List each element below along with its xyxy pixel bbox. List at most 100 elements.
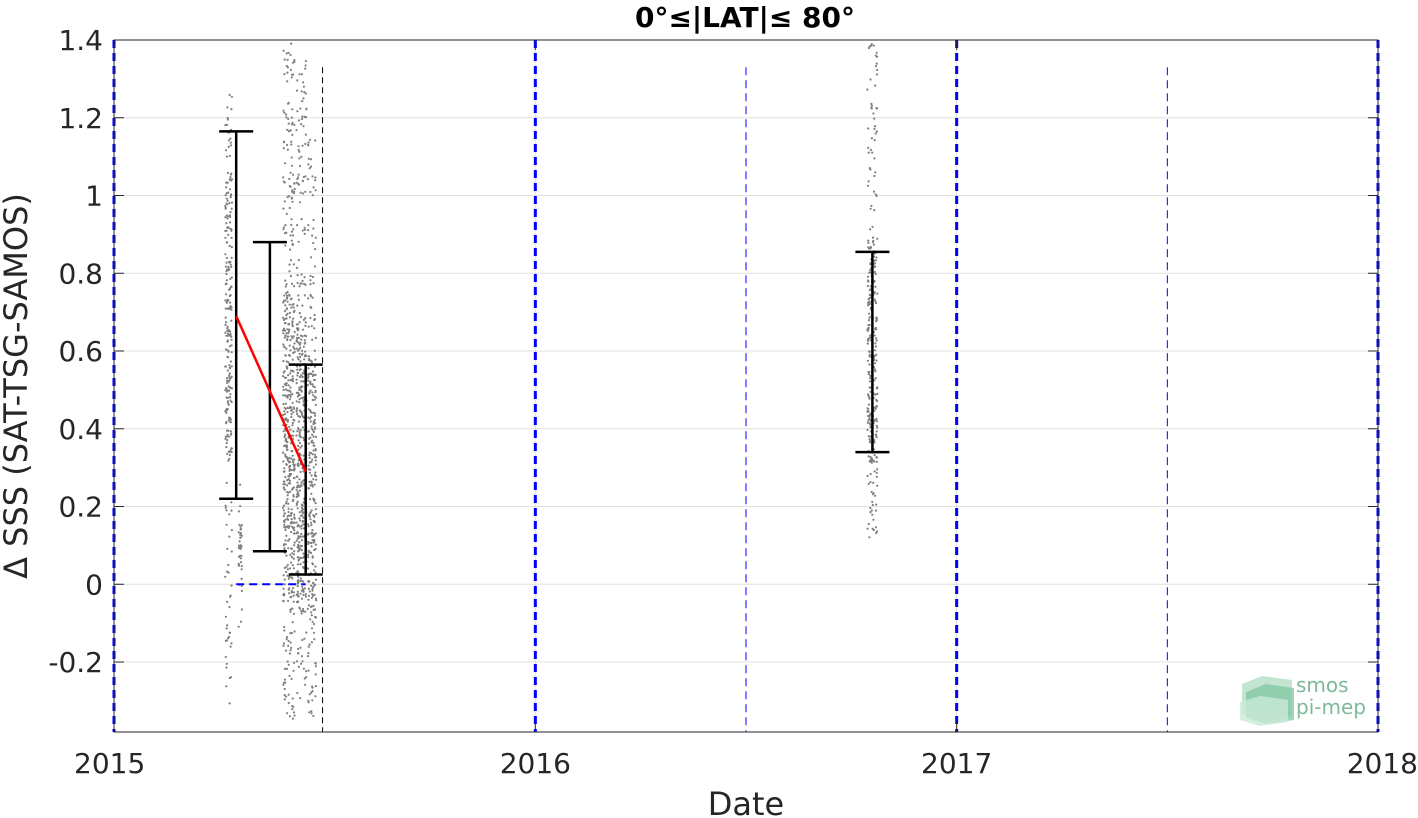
data-point: [292, 527, 295, 530]
data-point: [224, 348, 228, 351]
data-point: [307, 157, 310, 160]
data-point: [873, 265, 876, 269]
data-point: [285, 500, 288, 503]
data-point: [283, 383, 286, 386]
data-point: [298, 201, 301, 204]
data-point: [287, 323, 290, 326]
data-point: [314, 543, 317, 546]
data-point: [285, 565, 288, 568]
data-point: [283, 322, 286, 325]
data-point: [229, 178, 232, 181]
data-point: [226, 217, 229, 220]
data-point: [230, 351, 233, 354]
data-point: [866, 407, 869, 410]
data-point: [871, 236, 875, 239]
data-point: [870, 44, 873, 47]
data-point: [873, 125, 877, 128]
data-point: [290, 116, 293, 119]
data-point: [296, 500, 299, 503]
data-point: [230, 207, 233, 210]
data-point: [312, 441, 315, 444]
data-point: [309, 158, 313, 161]
data-point: [873, 334, 876, 337]
data-point: [286, 80, 289, 83]
data-point: [307, 556, 310, 559]
data-point: [285, 212, 288, 215]
data-point: [286, 420, 289, 423]
data-point: [311, 370, 315, 373]
data-point: [284, 528, 287, 532]
data-point: [292, 594, 295, 597]
data-point: [867, 337, 871, 340]
data-point: [230, 365, 233, 368]
data-point: [287, 514, 291, 517]
data-point: [229, 595, 232, 598]
data-point: [284, 354, 287, 357]
data-point: [297, 176, 300, 179]
data-point: [297, 182, 300, 185]
data-point: [289, 632, 292, 635]
data-point: [298, 434, 301, 438]
data-point: [291, 460, 294, 464]
data-point: [289, 428, 292, 431]
data-point: [230, 451, 233, 454]
data-point: [290, 123, 294, 126]
data-point: [307, 143, 310, 146]
data-point: [868, 363, 871, 366]
data-point: [285, 667, 288, 671]
data-point: [870, 461, 873, 464]
data-point: [286, 328, 289, 331]
data-point: [293, 529, 296, 532]
data-point: [229, 433, 233, 436]
data-point: [304, 133, 307, 136]
data-point: [872, 44, 875, 47]
data-point: [288, 461, 291, 464]
data-point: [307, 379, 310, 382]
data-point: [868, 316, 871, 319]
data-point: [305, 107, 308, 110]
data-point: [295, 378, 298, 381]
data-point: [303, 226, 306, 229]
data-point: [224, 149, 228, 152]
data-point: [226, 181, 229, 184]
data-point: [228, 372, 231, 375]
data-point: [300, 544, 303, 548]
data-point: [302, 175, 305, 179]
data-point: [285, 463, 288, 466]
data-point: [228, 367, 231, 370]
data-point: [874, 370, 877, 373]
data-point: [284, 681, 287, 684]
y-tick-label: 1: [85, 180, 103, 213]
data-point: [297, 484, 300, 487]
data-point: [286, 712, 289, 715]
data-point: [875, 420, 879, 423]
data-point: [227, 145, 230, 148]
data-point: [314, 565, 317, 568]
data-point: [230, 256, 233, 259]
data-point: [298, 150, 301, 153]
data-point: [288, 316, 291, 319]
data-point: [295, 347, 298, 350]
data-point: [286, 563, 289, 566]
data-point: [311, 374, 314, 378]
data-point: [311, 398, 314, 402]
data-point: [875, 530, 879, 533]
data-point: [293, 342, 296, 345]
data-point: [307, 376, 310, 379]
data-point: [308, 391, 311, 394]
data-point: [228, 268, 231, 271]
data-point: [240, 524, 243, 527]
data-point: [308, 471, 311, 474]
data-point: [311, 175, 314, 178]
data-point: [307, 652, 310, 655]
data-point: [284, 376, 288, 379]
data-point: [283, 336, 286, 339]
data-point: [872, 459, 875, 462]
data-point: [301, 144, 304, 147]
data-point: [306, 567, 310, 570]
data-point: [298, 433, 301, 436]
data-point: [225, 256, 228, 260]
data-point: [292, 600, 295, 603]
data-point: [225, 279, 228, 282]
data-point: [296, 556, 299, 559]
